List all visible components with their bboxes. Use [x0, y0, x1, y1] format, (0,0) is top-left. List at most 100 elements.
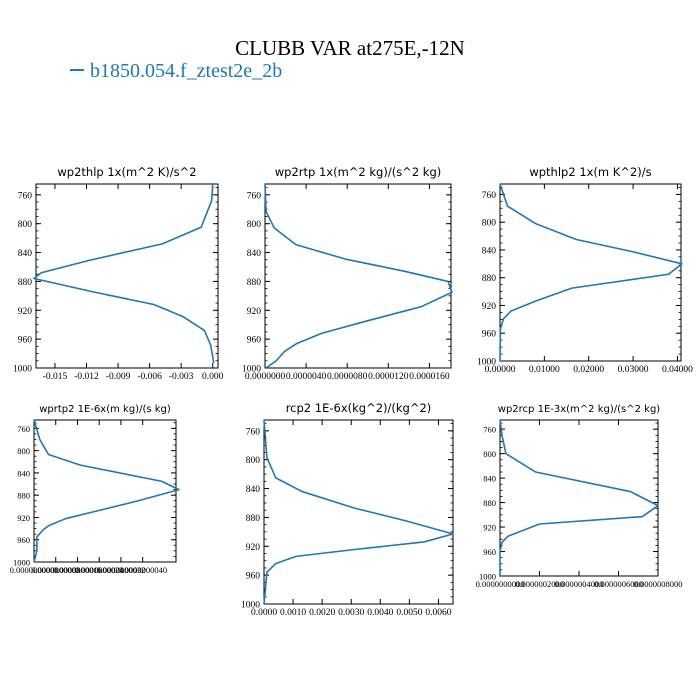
y-tick-label: 800: [246, 456, 261, 466]
y-tick-label: 840: [482, 246, 497, 256]
y-tick-label: 880: [247, 278, 262, 288]
x-tick-label: 0.04000: [662, 365, 693, 375]
x-tick-label: 0.01000: [529, 365, 560, 375]
y-tick-label: 840: [17, 468, 30, 478]
chart-panel-6: wp2rcp 1E-3x(m^2 kg)/(s^2 kg)760 800 840 88…: [476, 404, 683, 589]
x-tick-label: 0.0000000008: [31, 565, 80, 575]
x-tick-label: 0.0040: [367, 608, 393, 618]
chart-panel-5: rcp2 1E-6x(kg^2)/(kg^2) 760 800 840 880 920 96…: [241, 401, 454, 618]
y-tick-label: 760: [247, 191, 262, 201]
series-line: [33, 183, 215, 364]
series-line: [499, 183, 683, 362]
y-tick-label: 920: [246, 543, 261, 553]
x-tick-label: 0.00000: [485, 365, 516, 375]
series-line: [263, 419, 454, 605]
y-tick-label: 920: [247, 307, 262, 317]
y-tick-label: 840: [483, 474, 496, 484]
x-tick-label: -0.003: [169, 372, 194, 382]
x-tick-label: 0.0050: [396, 608, 422, 618]
y-tick-label: 760: [483, 425, 496, 435]
y-tick-label: 960: [483, 547, 496, 557]
y-tick-label: 920: [18, 307, 33, 317]
y-tick-label: 800: [247, 220, 262, 230]
x-tick-label: 0.0000: [251, 608, 277, 618]
plot-frame: [499, 183, 682, 362]
x-tick-label: 0.03000: [618, 365, 649, 375]
plot-frame: [35, 183, 219, 369]
y-tick-label: 840: [246, 485, 261, 495]
y-tick-label: 880: [483, 498, 496, 508]
y-tick-label: 960: [247, 336, 262, 346]
plot-frame: [499, 419, 659, 577]
x-tick-label: 0.0000000016: [53, 565, 102, 575]
series-line: [33, 419, 180, 563]
y-tick-label: 1000: [13, 558, 30, 568]
chart-panel-4: wprtp2 1E-6x(m kg)/(s kg) 760 800 840 880 920…: [10, 404, 180, 575]
x-tick-label: -0.012: [74, 372, 99, 382]
y-tick-label: 760: [482, 191, 497, 201]
y-tick-label: 1000: [242, 365, 261, 375]
y-tick-label: 1000: [477, 358, 496, 368]
legend: b1850.054.f_ztest2e_2b: [70, 60, 282, 83]
plot-frame: [263, 419, 454, 605]
y-tick-label: 960: [17, 535, 30, 545]
y-tick-label: 880: [246, 514, 261, 524]
chart-panel-2: wp2rtp 1x(m^2 kg)/(s^2 kg) 760 800 840 880 92…: [242, 165, 453, 382]
legend-label: b1850.054.f_ztest2e_2b: [90, 60, 283, 82]
y-tick-label: 1000: [479, 572, 496, 582]
y-tick-label: 760: [17, 424, 30, 434]
x-tick-label: 0.0000000000: [10, 565, 59, 575]
y-tick-label: 920: [17, 513, 30, 523]
x-tick-label: 0.0000080: [327, 372, 368, 382]
plot-frame: [264, 183, 452, 369]
y-tick-label: 800: [18, 220, 33, 230]
y-tick-label: 760: [246, 427, 261, 437]
x-tick-label: 0.0000006000: [594, 579, 643, 589]
y-tick-label: 920: [482, 302, 497, 312]
x-tick-label: 0.0000040: [286, 372, 327, 382]
y-tick-label: 800: [482, 219, 497, 229]
y-tick-label: 880: [482, 274, 497, 284]
x-tick-label: 0.0000120: [368, 372, 409, 382]
figure-title: CLUBB VAR at275E,-12N: [235, 36, 465, 60]
chart-title: wp2rtp 1x(m^2 kg)/(s^2 kg): [275, 165, 442, 179]
y-tick-label: 960: [246, 572, 261, 582]
chart-title: wpthlp2 1x(m K^2)/s: [529, 165, 651, 179]
x-tick-label: 0.0000008000: [634, 579, 683, 589]
legend-line-swatch: [70, 69, 84, 72]
x-tick-label: 0.0000000024: [75, 565, 125, 575]
plot-frame: [33, 419, 177, 563]
x-tick-label: 0.0000000032: [97, 565, 146, 575]
chart-panel-1: wp2thlp 1x(m^2 K)/s^2 760 800 840 880 920 960 1…: [13, 165, 224, 382]
y-tick-label: 840: [18, 249, 33, 259]
x-tick-label: 0.0000000: [245, 372, 286, 382]
series-line: [499, 419, 659, 576]
x-tick-label: -0.006: [137, 372, 162, 382]
x-tick-label: 0.0000000040: [118, 565, 167, 575]
chart-title: wp2rcp 1E-3x(m^2 kg)/(s^2 kg): [498, 404, 661, 415]
x-tick-label: -0.009: [106, 372, 131, 382]
chart-title: rcp2 1E-6x(kg^2)/(kg^2): [286, 401, 432, 415]
series-line: [264, 183, 453, 369]
x-tick-label: 0.0000160: [409, 372, 450, 382]
y-tick-label: 800: [483, 449, 496, 459]
x-tick-label: 0.0000000000: [476, 579, 525, 589]
y-tick-label: 960: [18, 336, 33, 346]
y-tick-label: 880: [18, 278, 33, 288]
x-tick-label: 0.0060: [425, 608, 451, 618]
chart-panel-3: wpthlp2 1x(m K^2)/s 760 800 840 880 920 960 100…: [477, 165, 693, 375]
x-tick-label: 0.0020: [309, 608, 335, 618]
x-tick-label: 0.0000004000: [555, 579, 604, 589]
y-tick-label: 840: [247, 249, 262, 259]
x-tick-label: -0.015: [43, 372, 68, 382]
x-tick-label: 0.0030: [338, 608, 364, 618]
chart-title: wprtp2 1E-6x(m kg)/(s kg): [39, 404, 171, 415]
x-tick-label: 0.0000002000: [515, 579, 564, 589]
y-tick-label: 960: [482, 330, 497, 340]
y-tick-label: 800: [17, 446, 30, 456]
x-tick-label: 0.0010: [280, 608, 306, 618]
y-tick-label: 1000: [13, 365, 32, 375]
y-tick-label: 920: [483, 523, 496, 533]
